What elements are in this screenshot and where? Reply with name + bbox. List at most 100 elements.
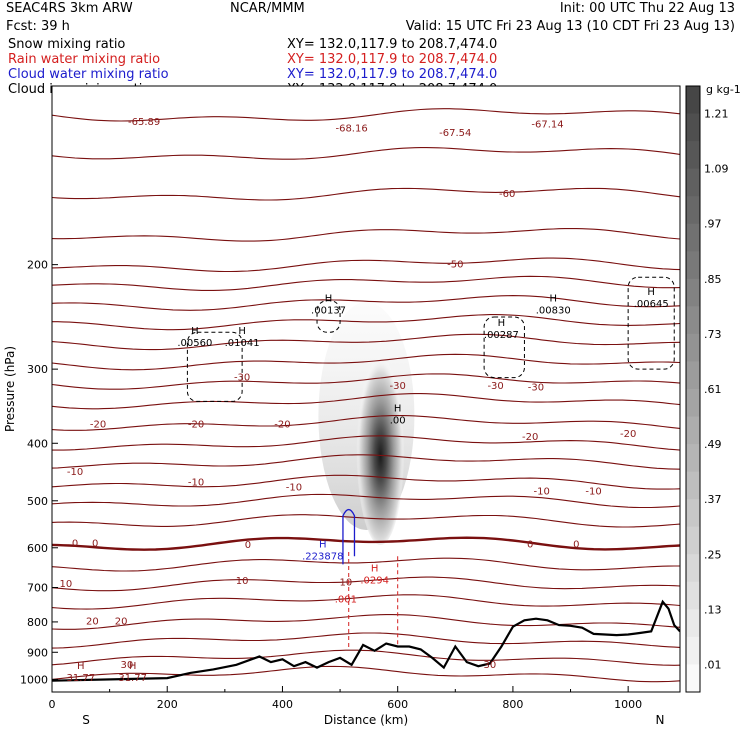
- field-xy-snow: XY= 132.0,117.9 to 208.7,474.0: [287, 37, 497, 52]
- isotherm-label: -10: [286, 483, 302, 494]
- max-value: .01041: [225, 338, 260, 349]
- isotherm-label: 0: [72, 538, 78, 549]
- isotherm-line: [52, 454, 680, 470]
- colorbar-segment: [686, 416, 700, 445]
- isotherm-line: [52, 353, 680, 371]
- isotherm-label: -30: [528, 382, 544, 393]
- y-tick-label: 600: [27, 542, 48, 555]
- max-value: 31.77: [118, 673, 147, 684]
- max-value: .00287: [484, 330, 519, 341]
- colorbar-segment: [686, 251, 700, 280]
- isotherm-line: [52, 373, 680, 390]
- max-mark: H: [647, 287, 655, 298]
- isotherm-line: [52, 632, 680, 649]
- header-valid: Valid: 15 UTC Fri 23 Aug 13 (10 CDT Fri …: [406, 19, 735, 34]
- y-tick-label: 800: [27, 616, 48, 629]
- header-init: Init: 00 UTC Thu 22 Aug 13: [560, 1, 735, 16]
- moisture-contours: [186, 276, 675, 650]
- isotherm-line: [52, 435, 680, 451]
- colorbar-label: .49: [704, 438, 722, 451]
- isotherm-lines: [52, 108, 680, 683]
- north-label: N: [656, 713, 665, 727]
- snow-ice-contour: [627, 276, 675, 370]
- isotherm-label: -50: [447, 260, 463, 271]
- colorbar-segment: [686, 113, 700, 142]
- y-tick-label: 200: [27, 259, 48, 272]
- isotherm-line: [52, 474, 680, 490]
- colorbar-label: .01: [704, 658, 722, 671]
- isotherm-label: -20: [522, 432, 538, 443]
- colorbar-segment: [686, 636, 700, 665]
- y-tick-label: 900: [27, 646, 48, 659]
- isotherm-label: 10: [59, 579, 72, 590]
- y-tick-label: 700: [27, 582, 48, 595]
- isotherm-line: [52, 108, 680, 122]
- colorbar-label: .61: [704, 383, 722, 396]
- terrain-surface: [52, 599, 680, 682]
- isotherm-line: [52, 275, 680, 291]
- contour-labels: -65.89 -68.16 -67.54 -67.14 -60 -50 -30 -30 -30 -…: [59, 117, 668, 684]
- max-mark: H: [319, 539, 327, 550]
- y-tick-label: 300: [27, 363, 48, 376]
- isotherm-label: -67.14: [531, 119, 563, 130]
- max-mark: H: [238, 326, 246, 337]
- header-forecast: Fcst: 39 h: [6, 19, 70, 34]
- max-value: .00: [390, 416, 406, 427]
- x-tick-label: 0: [49, 698, 56, 711]
- isotherm-line: [52, 576, 680, 592]
- isotherm-line: [52, 557, 680, 572]
- isotherm-label: 10: [339, 577, 352, 588]
- field-xy-rain: XY= 132.0,117.9 to 208.7,474.0: [287, 52, 497, 67]
- isotherm-label: 30: [121, 660, 134, 671]
- y-tick-label: 400: [27, 437, 48, 450]
- isotherm-line: [52, 187, 680, 201]
- isotherm-line: [52, 665, 680, 683]
- colorbar-segment: [686, 609, 700, 638]
- x-tick-label: 800: [502, 698, 523, 711]
- terrain-line: [52, 599, 680, 682]
- isotherm-line: [52, 257, 680, 273]
- isotherm-line: [52, 493, 680, 509]
- rain-contour: [348, 552, 399, 650]
- isotherm-line: [52, 514, 680, 528]
- isotherm-label: 0: [527, 539, 533, 550]
- plot-frame: [51, 85, 681, 693]
- x-tick-label: 200: [157, 698, 178, 711]
- max-value: .0294: [360, 575, 389, 586]
- max-value: .223878: [302, 551, 343, 562]
- colorbar-segment: [686, 333, 700, 362]
- field-label-rain: Rain water mixing ratio: [8, 52, 160, 67]
- field-label-cloud-water: Cloud water mixing ratio: [8, 67, 169, 82]
- colorbar-label: .25: [704, 548, 722, 561]
- colorbar: .01 .13 .25 .37 .49 .61 .73 .85 .97 1.09 1.21: [685, 85, 729, 693]
- colorbar-segment: [686, 664, 700, 693]
- y-tick-label: 1000: [20, 673, 48, 686]
- isotherm-label: 10: [236, 576, 249, 587]
- isotherm-label: -10: [585, 486, 601, 497]
- colorbar-segment: [686, 306, 700, 335]
- colorbar-segment: [686, 278, 700, 307]
- isotherm-line: [52, 333, 680, 351]
- isotherm-label: -30: [487, 381, 503, 392]
- y-axis-title: Pressure (hPa): [3, 346, 17, 432]
- colorbar-segment: [686, 389, 700, 418]
- colorbar-segment: [686, 361, 700, 390]
- isotherm-label: -10: [534, 486, 550, 497]
- isotherm-line: [52, 614, 680, 630]
- x-tick-label: 400: [272, 698, 293, 711]
- isotherm-line: [52, 414, 680, 431]
- x-tick-label: 600: [387, 698, 408, 711]
- isotherm-label: 0: [92, 538, 98, 549]
- isotherm-label: 20: [86, 616, 99, 627]
- isotherm-line: [52, 147, 680, 160]
- isotherm-label: -30: [234, 373, 250, 384]
- colorbar-segment: [686, 444, 700, 473]
- isotherm-label: -68.16: [335, 124, 367, 135]
- colorbar-segment: [686, 554, 700, 583]
- isotherm-zero: [52, 536, 680, 551]
- max-mark: H: [325, 293, 333, 304]
- colorbar-segment: [686, 526, 700, 555]
- isotherm-label: -30: [390, 381, 406, 392]
- isotherm-label: -20: [620, 429, 636, 440]
- max-value: .001: [335, 594, 357, 605]
